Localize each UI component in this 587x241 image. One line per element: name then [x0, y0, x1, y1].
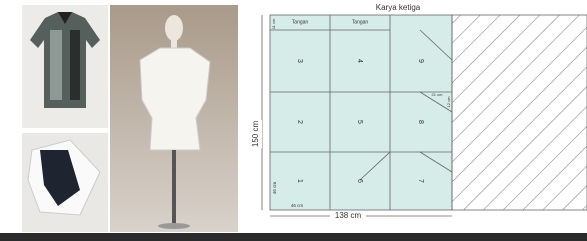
photo-folded [22, 133, 108, 232]
header-label: Tangan [292, 19, 309, 25]
piece-number: 5 [356, 120, 363, 124]
dimension-label: 46 cm [272, 182, 277, 195]
photo-shirt [22, 5, 108, 128]
piece-number: 4 [356, 59, 363, 63]
header-label: Tangan [352, 19, 369, 25]
dimension-label: 12 cm [446, 96, 451, 108]
piece-number: 8 [417, 120, 424, 124]
pattern-diagram: Karya ketiga 150 cm 138 cm 46 cm 46 cm 1… [240, 3, 587, 233]
photo-mannequin [110, 5, 238, 232]
bottom-bar [0, 233, 587, 241]
figure: Karya ketiga 150 cm 138 cm 46 cm 46 cm 1… [0, 0, 587, 241]
dimension-label: 21 cm [432, 92, 444, 97]
piece-number: 1 [296, 179, 303, 183]
piece-number: 2 [296, 120, 303, 124]
diagram-title: Karya ketiga [376, 3, 421, 12]
dimension-label: 11 cm [271, 18, 276, 29]
dimension-label: 138 cm [335, 211, 362, 220]
piece-number: 9 [417, 59, 424, 63]
dimension-label: 46 cm [291, 203, 304, 208]
piece-number: 3 [296, 59, 303, 63]
piece-number: 7 [417, 179, 424, 183]
dimension-label: 150 cm [251, 121, 260, 148]
piece-number: 6 [356, 179, 363, 183]
